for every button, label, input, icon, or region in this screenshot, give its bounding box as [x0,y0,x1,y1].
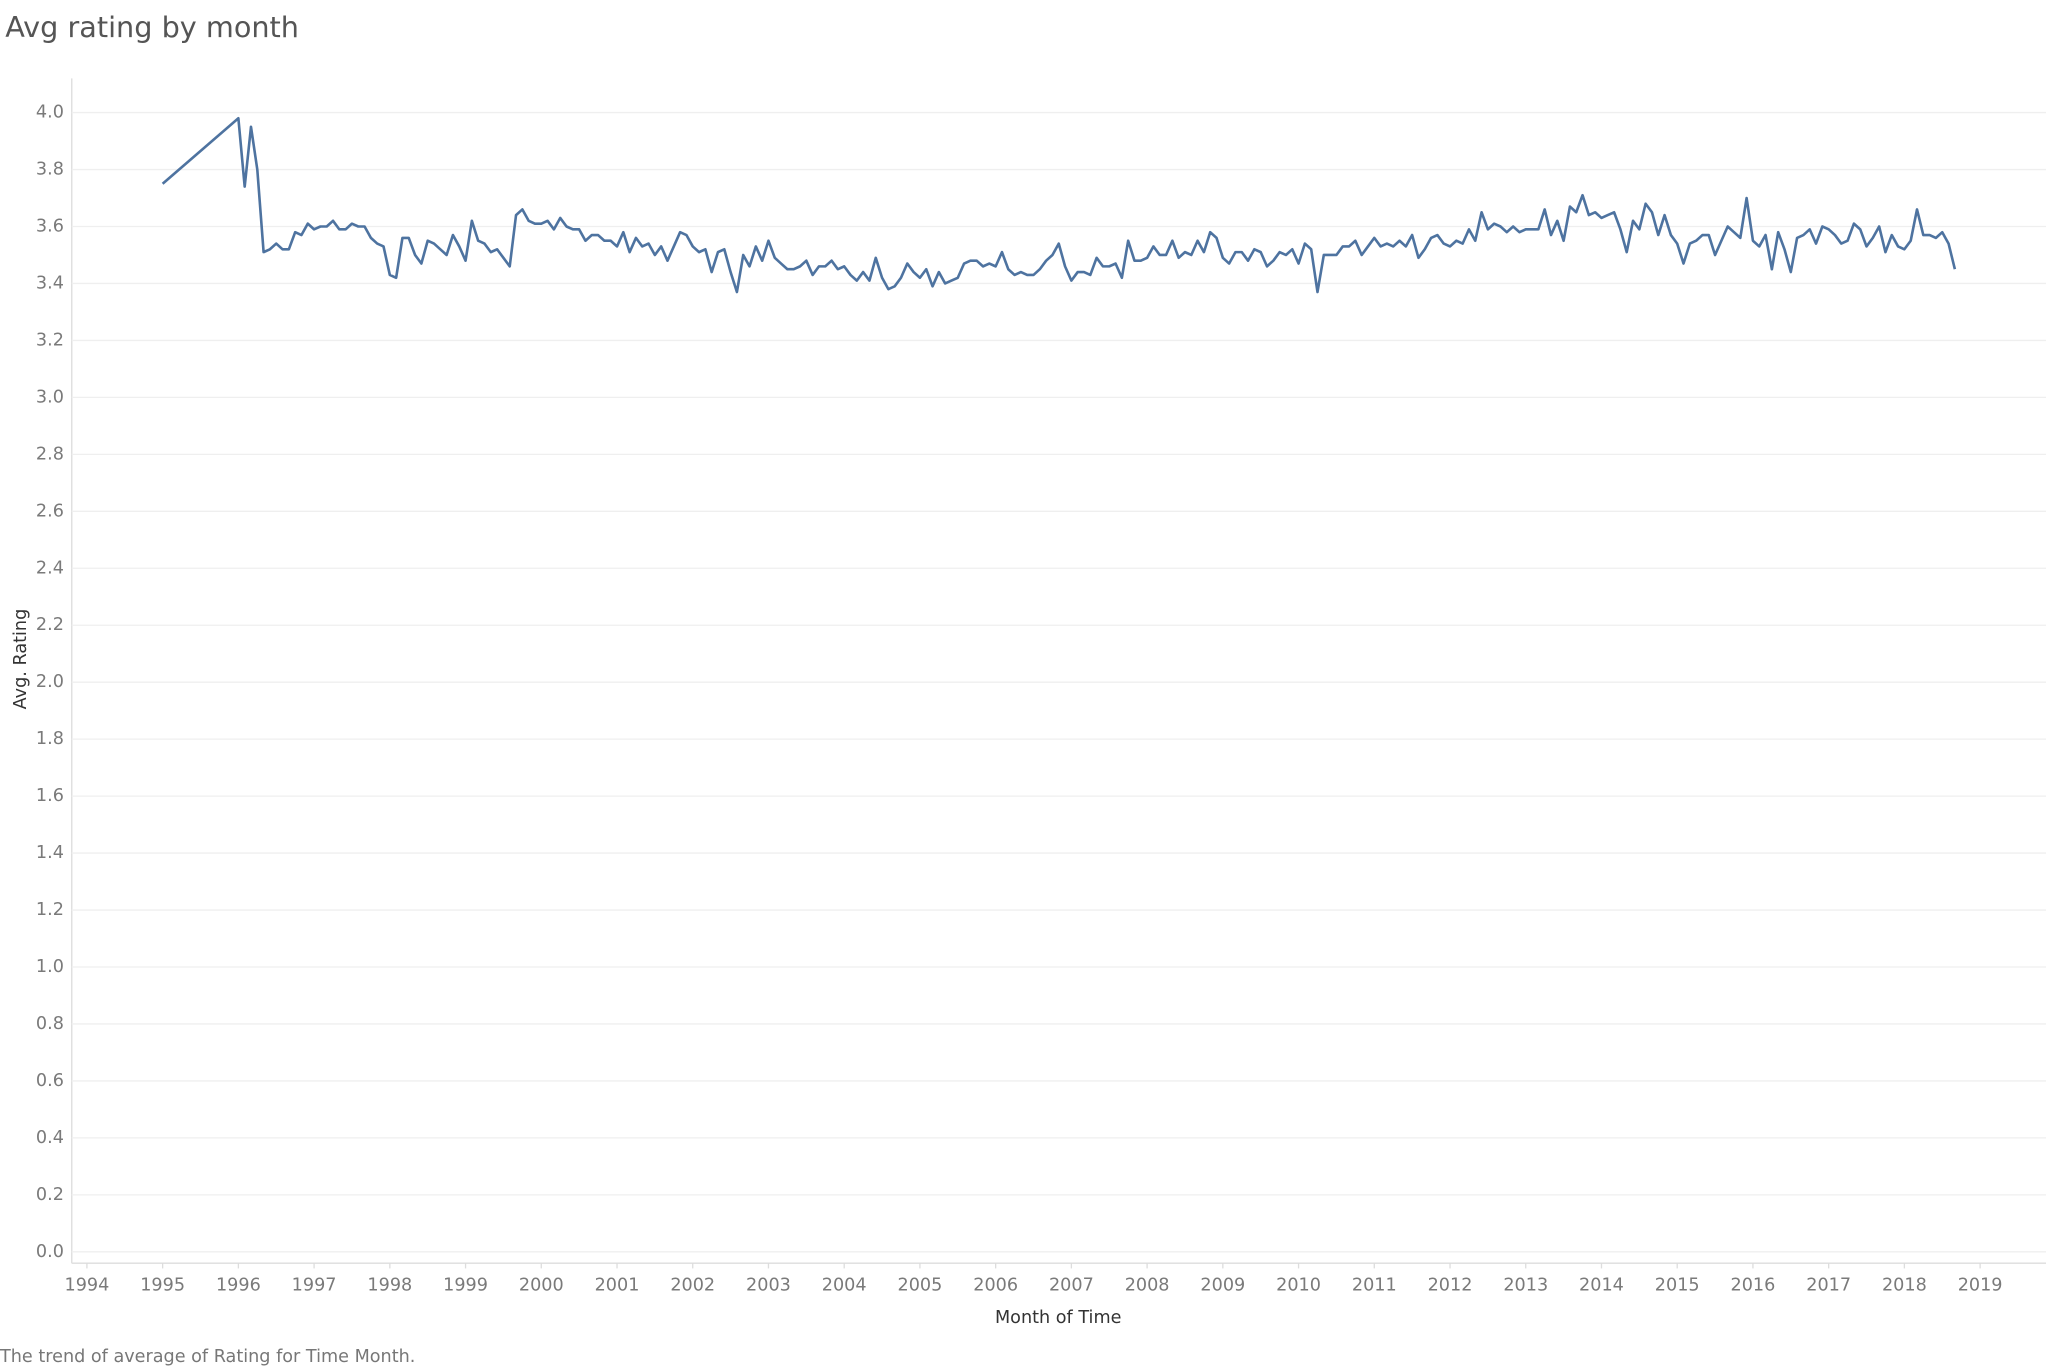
y-tick-label: 0.6 [36,1071,64,1091]
x-tick-label: 2013 [1503,1275,1548,1295]
x-tick-label: 2004 [822,1275,867,1295]
y-tick-label: 2.0 [36,672,64,692]
x-tick-label: 2001 [595,1275,640,1295]
x-tick-label: 2016 [1731,1275,1776,1295]
x-tick-label: 2003 [746,1275,791,1295]
chart-title: Avg rating by month [5,10,299,44]
x-tick-label: 2000 [519,1275,564,1295]
x-tick-label: 2009 [1200,1275,1245,1295]
y-tick-label: 4.0 [36,103,64,123]
y-tick-label: 3.8 [36,160,64,180]
x-tick-label: 2007 [1049,1275,1094,1295]
caption: The trend of average of Rating for Time … [0,1347,415,1367]
y-tick-label: 0.4 [36,1128,64,1148]
x-tick-label: 1999 [443,1275,488,1295]
x-tick-label: 2014 [1579,1275,1624,1295]
x-tick-label: 2017 [1806,1275,1851,1295]
x-tick-label: 2010 [1276,1275,1321,1295]
y-tick-label: 1.0 [36,957,64,977]
x-tick-label: 2019 [1958,1275,2003,1295]
x-tick-label: 2012 [1428,1275,1473,1295]
x-tick-label: 2008 [1125,1275,1170,1295]
y-tick-label: 0.0 [36,1242,64,1262]
y-axis-title: Avg. Rating [11,609,31,710]
x-tick-label: 2011 [1352,1275,1397,1295]
y-tick-label: 2.8 [36,444,64,464]
y-tick-label: 1.8 [36,729,64,749]
x-tick-label: 2018 [1882,1275,1927,1295]
x-tick-label: 1995 [140,1275,185,1295]
x-axis-title: Month of Time [995,1308,1121,1328]
y-tick-label: 3.6 [36,216,64,236]
y-tick-label: 1.4 [36,843,64,863]
x-tick-label: 1996 [216,1275,261,1295]
line [161,116,1957,294]
y-tick-label: 0.8 [36,1014,64,1034]
y-tick-label: 0.2 [36,1185,64,1205]
y-tick-label: 3.4 [36,273,64,293]
x-tick-label: 2006 [973,1275,1018,1295]
y-tick-label: 2.6 [36,501,64,521]
y-tick-label: 3.2 [36,330,64,350]
x-tick-label: 2015 [1655,1275,1700,1295]
x-tick-label: 2002 [670,1275,715,1295]
y-tick-label: 1.2 [36,900,64,920]
x-tick-label: 1998 [367,1275,412,1295]
y-tick-label: 1.6 [36,786,64,806]
y-tick-label: 2.4 [36,558,64,578]
x-tick-label: 2005 [898,1275,943,1295]
x-tick-label: 1994 [64,1275,109,1295]
y-tick-label: 3.0 [36,387,64,407]
x-tick-label: 1997 [292,1275,337,1295]
y-tick-label: 2.2 [36,615,64,635]
